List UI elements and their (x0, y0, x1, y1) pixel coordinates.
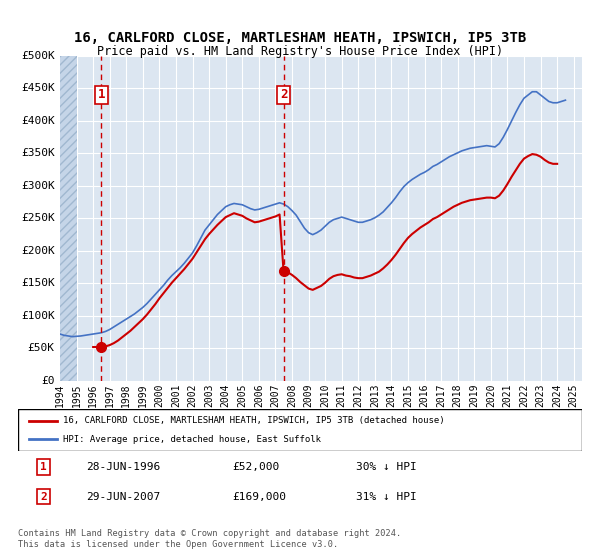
Text: £100K: £100K (21, 311, 55, 321)
Text: £50K: £50K (28, 343, 55, 353)
Text: 28-JUN-1996: 28-JUN-1996 (86, 462, 160, 472)
Text: 16, CARLFORD CLOSE, MARTLESHAM HEATH, IPSWICH, IP5 3TB (detached house): 16, CARLFORD CLOSE, MARTLESHAM HEATH, IP… (63, 416, 445, 425)
Text: £52,000: £52,000 (232, 462, 280, 472)
Text: £500K: £500K (21, 51, 55, 61)
Text: 1: 1 (98, 88, 105, 101)
Text: £400K: £400K (21, 116, 55, 126)
Text: £250K: £250K (21, 213, 55, 223)
Text: 31% ↓ HPI: 31% ↓ HPI (356, 492, 417, 502)
Text: 29-JUN-2007: 29-JUN-2007 (86, 492, 160, 502)
FancyBboxPatch shape (18, 409, 582, 451)
Text: 30% ↓ HPI: 30% ↓ HPI (356, 462, 417, 472)
Text: 1: 1 (40, 462, 47, 472)
Text: HPI: Average price, detached house, East Suffolk: HPI: Average price, detached house, East… (63, 435, 321, 444)
Text: £200K: £200K (21, 246, 55, 256)
Bar (60, 56, 77, 381)
Text: £150K: £150K (21, 278, 55, 288)
Text: £0: £0 (41, 376, 55, 386)
Text: Contains HM Land Registry data © Crown copyright and database right 2024.
This d: Contains HM Land Registry data © Crown c… (18, 529, 401, 549)
Text: 2: 2 (280, 88, 287, 101)
Text: £169,000: £169,000 (232, 492, 286, 502)
Text: 16, CARLFORD CLOSE, MARTLESHAM HEATH, IPSWICH, IP5 3TB: 16, CARLFORD CLOSE, MARTLESHAM HEATH, IP… (74, 31, 526, 45)
Text: 2: 2 (40, 492, 47, 502)
Text: £450K: £450K (21, 83, 55, 94)
Text: £300K: £300K (21, 181, 55, 191)
Text: £350K: £350K (21, 148, 55, 158)
Text: Price paid vs. HM Land Registry's House Price Index (HPI): Price paid vs. HM Land Registry's House … (97, 45, 503, 58)
